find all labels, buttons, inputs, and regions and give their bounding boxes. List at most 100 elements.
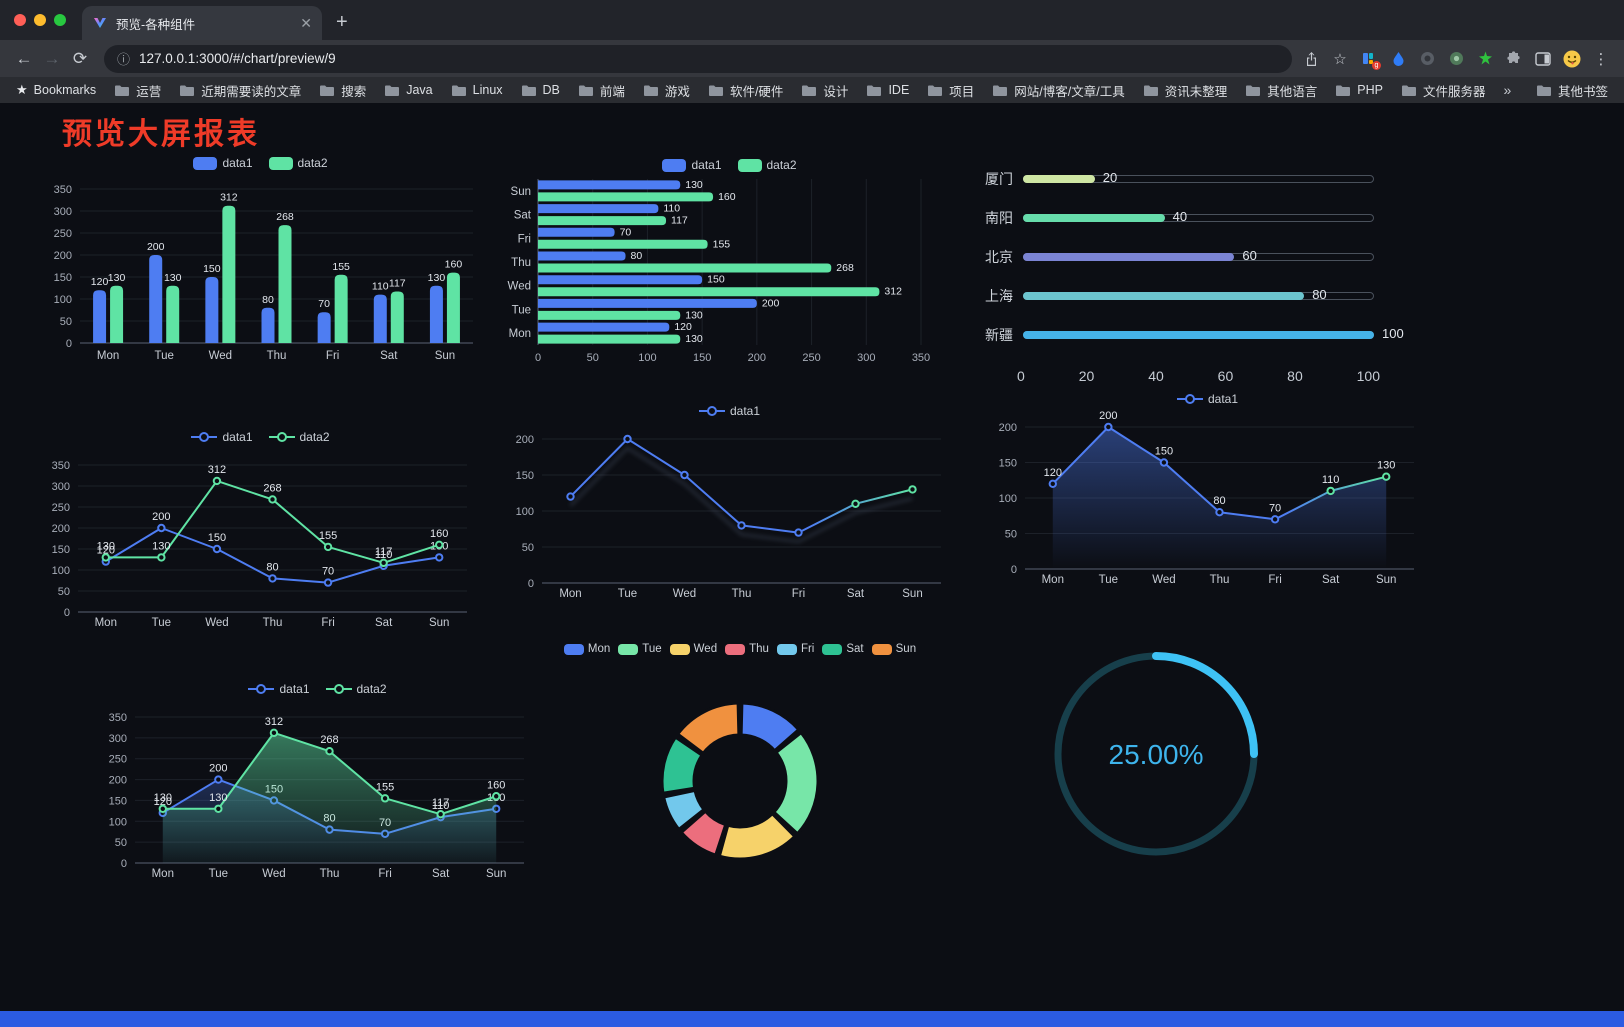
legend-item[interactable]: data1 bbox=[698, 404, 760, 418]
svg-text:268: 268 bbox=[320, 734, 338, 746]
bookmark-item[interactable]: ★ Bookmarks bbox=[16, 82, 97, 97]
progress-label: 厦门 bbox=[985, 170, 1013, 187]
extensions-puzzle-icon[interactable] bbox=[1505, 50, 1523, 68]
bookmark-item[interactable]: 前端 bbox=[578, 81, 625, 100]
svg-text:Sat: Sat bbox=[1322, 574, 1340, 586]
svg-text:250: 250 bbox=[109, 754, 127, 766]
legend-item[interactable]: Thu bbox=[725, 643, 769, 655]
bookmark-item[interactable]: 项目 bbox=[927, 81, 974, 100]
svg-text:50: 50 bbox=[60, 316, 72, 328]
chart-legend: data1 data2 bbox=[38, 153, 483, 173]
share-icon[interactable] bbox=[1302, 50, 1320, 68]
bookmark-item[interactable]: 资讯未整理 bbox=[1143, 81, 1227, 100]
folder-icon bbox=[708, 85, 723, 96]
legend-item[interactable]: data1 bbox=[193, 156, 253, 170]
bookmark-item[interactable]: IDE bbox=[866, 83, 909, 97]
bookmark-item[interactable]: 搜索 bbox=[319, 81, 366, 100]
svg-text:130: 130 bbox=[1377, 460, 1395, 472]
close-window-button[interactable] bbox=[14, 14, 26, 26]
bookmark-item[interactable]: PHP bbox=[1335, 83, 1383, 97]
site-info-icon[interactable]: ⓘ bbox=[117, 52, 131, 67]
progress-value: 80 bbox=[1312, 286, 1327, 302]
svg-text:70: 70 bbox=[1269, 502, 1281, 514]
bookmark-item[interactable]: 游戏 bbox=[643, 81, 690, 100]
minimize-window-button[interactable] bbox=[34, 14, 46, 26]
bookmark-item[interactable]: Java bbox=[384, 83, 433, 97]
bookmark-item[interactable]: 其他书签 bbox=[1536, 81, 1608, 100]
legend-item[interactable]: data1 bbox=[248, 682, 310, 696]
svg-text:200: 200 bbox=[748, 352, 766, 364]
bookmarks-overflow-chevron[interactable]: » bbox=[1503, 82, 1512, 98]
svg-text:Sat: Sat bbox=[432, 868, 450, 880]
svg-text:70: 70 bbox=[620, 226, 632, 238]
legend-item[interactable]: data2 bbox=[737, 158, 797, 172]
progress-track: 60 bbox=[1023, 248, 1374, 263]
legend-item[interactable]: data2 bbox=[268, 430, 330, 444]
folder-icon bbox=[578, 85, 593, 96]
bookmark-item[interactable]: 设计 bbox=[801, 81, 848, 100]
bookmark-item[interactable]: 文件服务器 bbox=[1401, 81, 1485, 100]
tab-close-icon[interactable]: ✕ bbox=[300, 14, 312, 31]
svg-text:120: 120 bbox=[674, 321, 692, 333]
svg-text:130: 130 bbox=[685, 309, 703, 321]
new-tab-button[interactable]: + bbox=[336, 11, 348, 33]
browser-tab[interactable]: 预览-各种组件 ✕ bbox=[82, 6, 322, 40]
bookmark-item[interactable]: 运营 bbox=[114, 81, 161, 100]
forward-icon[interactable]: → bbox=[43, 48, 61, 68]
extension-star-icon[interactable] bbox=[1476, 50, 1494, 68]
side-panel-icon[interactable] bbox=[1534, 50, 1552, 68]
svg-text:70: 70 bbox=[318, 298, 330, 310]
bookmark-item[interactable]: 网站/博客/文章/工具 bbox=[992, 81, 1125, 100]
svg-text:Tue: Tue bbox=[155, 350, 174, 362]
legend-item[interactable]: Tue bbox=[618, 643, 662, 655]
extension-colorful-icon[interactable]: g bbox=[1360, 50, 1381, 70]
extension-drop-icon[interactable] bbox=[1389, 50, 1407, 68]
svg-text:150: 150 bbox=[52, 544, 70, 556]
legend-item[interactable]: Sat bbox=[822, 643, 864, 655]
svg-text:100: 100 bbox=[516, 506, 534, 518]
legend-item[interactable]: Mon bbox=[563, 643, 610, 655]
area-line-chart: data1 0 50 100 150 200 Mon Tue Wed Thu Fri Sat Sun 12… bbox=[985, 389, 1430, 589]
svg-text:Tue: Tue bbox=[209, 868, 228, 880]
svg-text:110: 110 bbox=[1322, 474, 1340, 486]
url-text[interactable]: 127.0.0.1:3000/#/chart/preview/9 bbox=[139, 51, 336, 66]
folder-icon bbox=[867, 85, 882, 96]
legend-item[interactable]: data2 bbox=[325, 682, 387, 696]
svg-text:160: 160 bbox=[445, 259, 463, 271]
folder-icon bbox=[320, 85, 335, 96]
svg-text:110: 110 bbox=[372, 281, 389, 293]
legend-item[interactable]: Wed bbox=[669, 643, 717, 655]
bookmark-item[interactable]: DB bbox=[521, 83, 560, 97]
extension-green-circle-icon[interactable] bbox=[1447, 50, 1465, 68]
svg-text:350: 350 bbox=[54, 184, 72, 196]
legend-item[interactable]: Fri bbox=[776, 643, 814, 655]
progress-track: 80 bbox=[1023, 287, 1374, 302]
back-icon[interactable]: ← bbox=[15, 48, 33, 68]
address-bar[interactable]: ⓘ 127.0.0.1:3000/#/chart/preview/9 bbox=[104, 44, 1292, 73]
bookmark-item[interactable]: 软件/硬件 bbox=[708, 81, 783, 100]
folder-icon bbox=[643, 85, 658, 96]
svg-text:Wed: Wed bbox=[508, 281, 531, 293]
profile-avatar[interactable] bbox=[1563, 50, 1581, 68]
extension-gray-circle-icon[interactable] bbox=[1418, 50, 1436, 68]
reload-icon[interactable]: ⟳ bbox=[72, 48, 88, 68]
bookmark-star-icon[interactable]: ☆ bbox=[1333, 50, 1347, 68]
svg-text:300: 300 bbox=[857, 352, 875, 364]
menu-kebab-icon[interactable]: ⋮ bbox=[1593, 50, 1609, 68]
zoom-window-button[interactable] bbox=[54, 14, 66, 26]
svg-text:Fri: Fri bbox=[326, 350, 339, 362]
bookmark-item[interactable]: Linux bbox=[451, 83, 503, 97]
folder-icon bbox=[1246, 85, 1261, 96]
legend-item[interactable]: data1 bbox=[191, 430, 253, 444]
svg-text:Mon: Mon bbox=[95, 617, 117, 629]
page-footer-bar bbox=[0, 1011, 1624, 1027]
bookmark-item[interactable]: 其他语言 bbox=[1245, 81, 1317, 100]
legend-item[interactable]: data2 bbox=[268, 156, 328, 170]
legend-item[interactable]: data1 bbox=[1176, 392, 1238, 406]
svg-text:Tue: Tue bbox=[618, 588, 637, 600]
svg-text:Sun: Sun bbox=[1376, 574, 1396, 586]
bookmark-item[interactable]: 近期需要读的文章 bbox=[179, 81, 301, 100]
legend-item[interactable]: Sun bbox=[871, 643, 916, 655]
donut-chart: Mon Tue Wed Thu Fri Sat Sun bbox=[545, 639, 935, 959]
legend-item[interactable]: data1 bbox=[662, 158, 722, 172]
